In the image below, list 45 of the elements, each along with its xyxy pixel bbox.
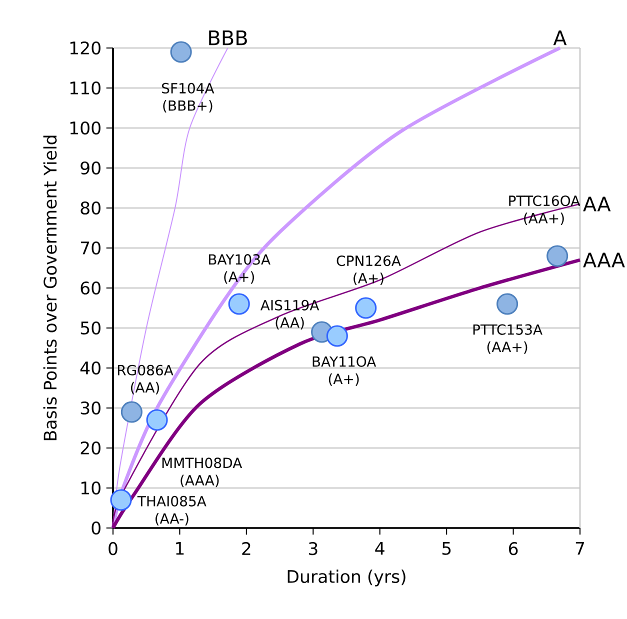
x-tick-label: 0	[108, 542, 118, 556]
point	[120, 401, 142, 423]
x-axis-title: Duration (yrs)	[288, 570, 406, 586]
point	[146, 409, 168, 431]
y-tick-label: 50	[80, 321, 100, 335]
y-tick-label: 20	[80, 441, 100, 455]
y-tick-label: 90	[80, 161, 100, 175]
annotation: CPN126A (A+)	[336, 255, 401, 286]
annotation: PTTC153A (AA+)	[473, 324, 542, 354]
y-tick-label: 40	[80, 361, 100, 375]
y-tick-label: 0	[92, 521, 100, 535]
y-tick-label: 60	[80, 281, 100, 295]
annotation: THAI085A (AA-)	[137, 496, 206, 526]
point	[355, 297, 377, 319]
point	[228, 293, 250, 315]
y-tick-label: 80	[80, 201, 100, 215]
x-tick-label: 7	[576, 542, 584, 555]
point	[496, 293, 518, 315]
y-axis-title: Basis Points over Government Yield	[43, 136, 57, 440]
annotation: RG086A (AA)	[118, 364, 174, 394]
x-tick-label: 5	[442, 542, 451, 555]
series-label: BBB	[209, 30, 247, 46]
series-label: A	[553, 30, 567, 46]
annotation: PTTC16OA (AA+)	[509, 195, 580, 226]
point	[326, 325, 348, 347]
annotation: MMTH08DA (AAA)	[162, 458, 242, 488]
annotation: BAY103A (A+)	[209, 254, 270, 284]
y-tick-label: 100	[70, 121, 100, 135]
annotation: SF104A (BBB+)	[162, 82, 214, 112]
y-tick-label: 120	[70, 41, 100, 55]
point	[170, 41, 192, 63]
y-tick-label: 10	[81, 481, 100, 495]
point	[110, 489, 132, 511]
y-tick-label: 30	[80, 401, 100, 415]
x-tick-label: 4	[375, 542, 384, 555]
x-tick-label: 2	[242, 542, 250, 555]
y-tick-label: 70	[80, 241, 100, 255]
annotation: BAY11OA (A+)	[312, 356, 376, 386]
x-tick-label: 6	[508, 542, 518, 556]
point	[546, 245, 568, 267]
series-label: AAA	[583, 252, 625, 268]
x-tick-label: 1	[176, 542, 184, 555]
y-tick-label: 110	[70, 81, 100, 95]
series-label: AA	[583, 196, 611, 212]
x-tick-label: 3	[308, 542, 318, 556]
